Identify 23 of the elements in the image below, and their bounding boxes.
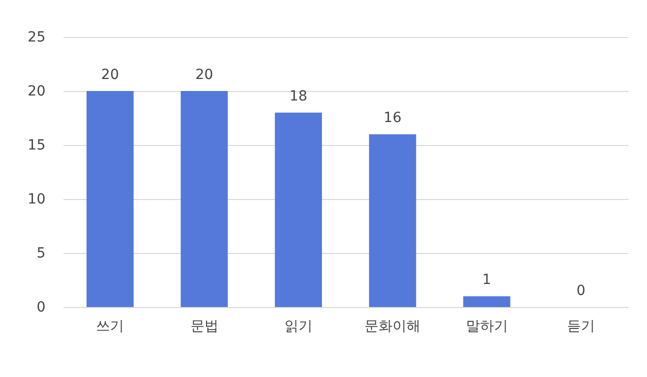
bar — [463, 296, 510, 307]
y-tick-label: 5 — [36, 246, 46, 262]
x-tick-label: 쓰기 — [96, 318, 124, 334]
bar — [180, 91, 228, 307]
x-tick-label: 듣기 — [566, 318, 595, 334]
y-tick-label: 20 — [28, 84, 46, 100]
data-label: 18 — [290, 88, 308, 105]
y-tick-label: 10 — [28, 192, 46, 208]
data-label: 20 — [195, 67, 214, 83]
x-tick-label: 말하기 — [466, 318, 508, 334]
y-tick-label: 0 — [36, 300, 46, 316]
data-label: 16 — [384, 110, 402, 126]
data-label: 1 — [482, 272, 492, 288]
data-label: 0 — [576, 283, 586, 299]
data-label: 20 — [101, 67, 119, 83]
bar — [86, 91, 134, 307]
x-tick-label: 문화이해 — [364, 318, 421, 334]
x-tick-label: 문법 — [190, 318, 218, 334]
y-tick-label: 15 — [28, 138, 46, 154]
bar — [369, 134, 416, 307]
bar — [274, 112, 322, 307]
x-tick-label: 읽기 — [284, 318, 312, 334]
y-tick-label: 25 — [28, 30, 46, 46]
